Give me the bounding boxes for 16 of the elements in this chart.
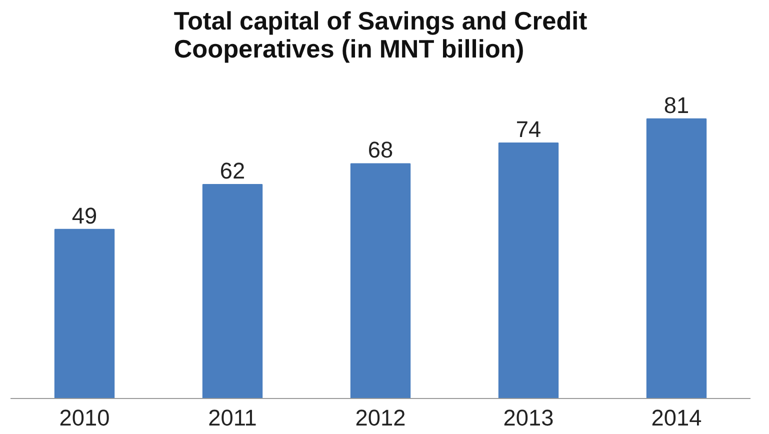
bar bbox=[646, 118, 707, 398]
data-label: 81 bbox=[664, 92, 690, 118]
data-label: 74 bbox=[516, 116, 542, 142]
x-tick-label: 2010 bbox=[59, 404, 110, 430]
bar bbox=[54, 228, 115, 398]
bar bbox=[350, 163, 411, 398]
bar bbox=[202, 184, 263, 398]
x-tick-label: 2013 bbox=[503, 404, 554, 430]
x-tick-label: 2012 bbox=[355, 404, 406, 430]
data-label: 62 bbox=[220, 157, 246, 184]
chart-title: Total capital of Savings and Credit Cooperatives (in MNT billion) bbox=[174, 8, 588, 64]
bar bbox=[498, 142, 559, 398]
x-tick-label: 2011 bbox=[208, 404, 257, 430]
x-tick-label: 2014 bbox=[651, 404, 702, 430]
data-label: 49 bbox=[72, 202, 98, 228]
data-label: 68 bbox=[368, 136, 394, 163]
